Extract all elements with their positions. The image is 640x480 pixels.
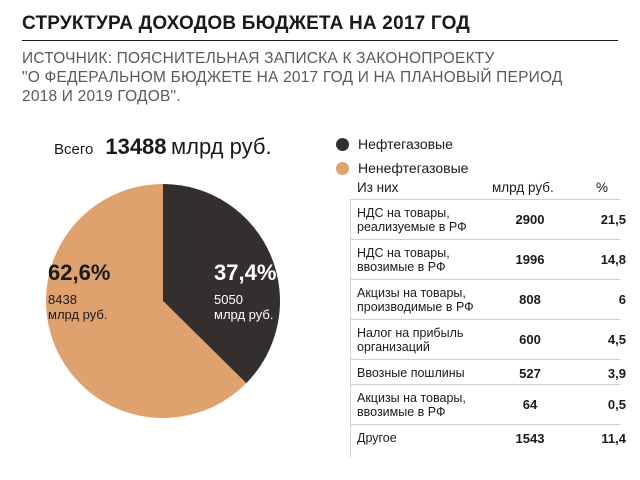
- total-value: 13488: [105, 134, 167, 159]
- row-percent: 11,4: [601, 431, 626, 446]
- total-unit: млрд руб.: [170, 134, 272, 159]
- source-line: ИСТОЧНИК: ПОЯСНИТЕЛЬНАЯ ЗАПИСКА К ЗАКОНО…: [22, 50, 495, 67]
- row-name-line: Ввозные пошлины: [357, 366, 465, 380]
- source-line: 2018 И 2019 ГОДОВ".: [22, 88, 181, 105]
- row-name-line: ввозимые в РФ: [357, 405, 446, 419]
- title-divider: [22, 40, 618, 41]
- source-line: "О ФЕДЕРАЛЬНОМ БЮДЖЕТЕ НА 2017 ГОД И НА …: [22, 69, 563, 86]
- row-name-line: производимые в РФ: [357, 300, 474, 314]
- row-name: Акцизы на товары, производимые в РФ: [357, 286, 474, 314]
- slice-label-oil-gas: 37,4% 5050 млрд руб.: [214, 260, 276, 322]
- table-row: Акцизы на товары, производимые в РФ 808 6: [350, 279, 626, 320]
- row-value: 600: [519, 332, 541, 347]
- row-name: Ввозные пошлины: [357, 366, 465, 380]
- table-row: Акцизы на товары, ввозимые в РФ 64 0,5: [350, 384, 626, 425]
- legend-swatch: [336, 137, 349, 151]
- row-name-line: НДС на товары,: [357, 206, 450, 220]
- table-row: Ввозные пошлины 527 3,9: [350, 359, 626, 385]
- legend-item-oil-gas: Нефтегазовые: [336, 136, 453, 152]
- row-percent: 21,5: [600, 212, 626, 227]
- row-value: 1996: [515, 252, 545, 267]
- row-value: 64: [522, 397, 538, 412]
- row-name-line: ввозимые в РФ: [357, 260, 446, 274]
- slice-unit: млрд руб.: [48, 307, 108, 322]
- slice-unit: млрд руб.: [214, 307, 274, 322]
- slice-value: 8438: [48, 292, 77, 307]
- legend-label: Нефтегазовые: [358, 136, 453, 152]
- row-value: 1543: [515, 431, 545, 446]
- row-value: 527: [519, 366, 541, 381]
- slice-percent: 37,4%: [214, 260, 277, 285]
- source-note: ИСТОЧНИК: ПОЯСНИТЕЛЬНАЯ ЗАПИСКА К ЗАКОНО…: [22, 49, 622, 106]
- row-name: Налог на прибыль организаций: [357, 326, 463, 354]
- total-label: Всего: [54, 141, 94, 158]
- row-name-line: реализуемые в РФ: [357, 220, 467, 234]
- slice-percent: 62,6%: [48, 260, 111, 285]
- row-percent: 0,5: [607, 397, 626, 412]
- row-percent: 14,8: [600, 252, 626, 267]
- row-value: 2900: [515, 212, 545, 227]
- table-row: Другое 1543 11,4: [350, 424, 626, 458]
- row-name-line: Налог на прибыль: [357, 326, 464, 340]
- table-header-name: Из них: [357, 180, 399, 195]
- row-percent: 3,9: [607, 366, 626, 381]
- table-header-pct: %: [596, 180, 609, 195]
- pie-slice-non-oil-gas: [46, 184, 247, 418]
- table-row: НДС на товары, ввозимые в РФ 1996 14,8: [350, 239, 626, 280]
- row-name: НДС на товары, реализуемые в РФ: [357, 206, 467, 234]
- row-percent: 4,5: [607, 332, 626, 347]
- row-name: Другое: [357, 431, 397, 445]
- table-header-value: млрд руб.: [492, 180, 554, 195]
- row-name-line: НДС на товары,: [357, 246, 450, 260]
- row-name-line: Акцизы на товары,: [357, 391, 466, 405]
- slice-value: 5050: [214, 292, 243, 307]
- pie-slice-oil-gas: [163, 184, 281, 384]
- row-name: Акцизы на товары, ввозимые в РФ: [357, 391, 466, 419]
- legend-swatch: [336, 161, 349, 175]
- page-title: СТРУКТУРА ДОХОДОВ БЮДЖЕТА НА 2017 ГОД: [22, 13, 471, 34]
- row-name: НДС на товары, ввозимые в РФ: [357, 246, 450, 274]
- legend-item-non-oil-gas: Ненефтегазовые: [336, 160, 468, 176]
- row-name-line: Другое: [357, 431, 397, 445]
- table-left-rule: [350, 199, 351, 457]
- slice-label-non-oil-gas: 62,6% 8438 млрд руб.: [48, 260, 110, 322]
- legend-label: Ненефтегазовые: [358, 160, 469, 176]
- table-row: Налог на прибыль организаций 600 4,5: [350, 319, 626, 360]
- row-percent: 6: [618, 292, 626, 307]
- row-name-line: Акцизы на товары,: [357, 286, 466, 300]
- table-row: НДС на товары, реализуемые в РФ 2900 21,5: [350, 199, 626, 240]
- total-revenue: Всего 13488 млрд руб.: [54, 134, 272, 160]
- row-name-line: организаций: [357, 340, 430, 354]
- row-value: 808: [519, 292, 541, 307]
